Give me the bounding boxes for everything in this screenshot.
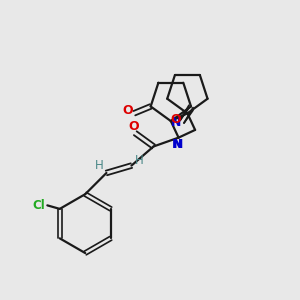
Text: N: N (173, 138, 184, 151)
Text: H: H (95, 159, 103, 172)
Text: H: H (134, 154, 143, 167)
Text: O: O (170, 113, 181, 126)
Text: O: O (128, 120, 139, 133)
Text: N: N (172, 138, 182, 151)
Text: N: N (171, 116, 181, 129)
Text: Cl: Cl (33, 199, 46, 212)
Text: O: O (123, 104, 133, 117)
